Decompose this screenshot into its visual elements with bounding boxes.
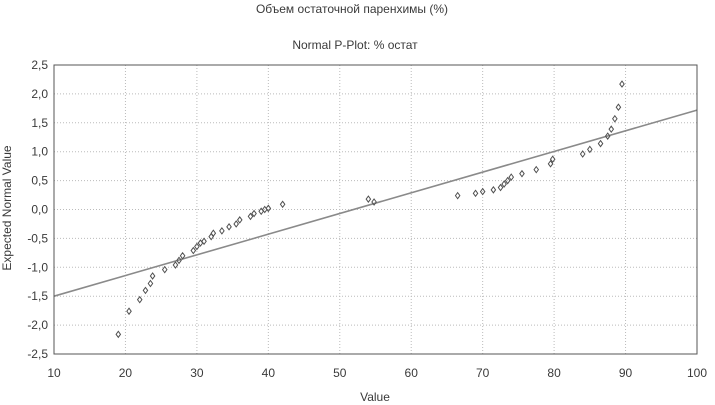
data-point [201, 237, 207, 246]
x-tick-label: 10 [47, 366, 61, 380]
x-axis-ticks: 10 20 30 40 50 60 70 80 90 100 [47, 366, 707, 380]
data-point [147, 279, 154, 288]
data-point [115, 330, 122, 339]
y-tick-label: 1,5 [31, 116, 48, 130]
y-axis-label: Expected Normal Value [0, 145, 14, 271]
x-tick-label: 90 [619, 366, 633, 380]
x-axis-label: Value [360, 390, 390, 404]
y-tick-label: -2,0 [27, 318, 48, 332]
data-point [597, 139, 604, 148]
data-point [479, 187, 486, 196]
data-point [179, 251, 186, 260]
y-tick-label: 2,0 [31, 87, 48, 101]
y-tick-label: -1,5 [27, 289, 48, 303]
data-point [501, 180, 507, 188]
data-point [371, 198, 377, 206]
data-point [136, 295, 143, 304]
data-point [142, 286, 149, 295]
data-point [472, 189, 479, 198]
x-tick-label: 60 [405, 366, 419, 380]
data-point [619, 80, 625, 88]
y-tick-label: -2,5 [27, 347, 48, 361]
data-point [608, 125, 615, 134]
data-point [176, 256, 182, 265]
data-point [161, 265, 168, 274]
data-point [172, 261, 179, 269]
data-point [490, 186, 497, 194]
x-tick-label: 40 [262, 366, 276, 380]
x-tick-label: 20 [119, 366, 133, 380]
data-point [149, 272, 156, 280]
y-tick-label: -1,0 [27, 260, 48, 274]
x-tick-label: 100 [687, 366, 707, 380]
data-point [533, 165, 540, 174]
data-point [549, 155, 556, 164]
data-point [279, 200, 286, 209]
data-point [587, 145, 593, 154]
data-point [504, 176, 511, 185]
data-points [115, 80, 625, 339]
data-point [508, 173, 515, 181]
y-tick-label: 0,0 [31, 203, 48, 217]
data-point [615, 103, 622, 112]
y-tick-label: -0,5 [27, 231, 48, 245]
data-point [497, 183, 504, 192]
y-tick-label: 1,0 [31, 145, 48, 159]
data-point [251, 209, 257, 218]
data-point [365, 195, 372, 203]
data-point [126, 307, 132, 316]
data-point [233, 220, 240, 228]
data-point [210, 229, 217, 238]
data-point [194, 242, 200, 251]
grid [53, 64, 698, 355]
data-point [579, 150, 586, 158]
data-point [604, 132, 611, 140]
plot-frame [53, 64, 698, 355]
y-tick-label: 0,5 [31, 174, 48, 188]
data-point [265, 204, 272, 213]
data-point [236, 216, 243, 224]
x-tick-label: 30 [190, 366, 204, 380]
data-point [226, 222, 232, 231]
x-tick-label: 70 [476, 366, 490, 380]
y-tick-label: 2,5 [31, 58, 48, 72]
chart-title: Объем остаточной паренхимы (%) [256, 2, 448, 16]
data-point [519, 169, 525, 178]
data-point [454, 191, 461, 200]
data-point [190, 246, 197, 255]
y-axis-ticks: 2,5 2,0 1,5 1,0 0,5 0,0 -0,5 -1,0 -1,5 -2,0 -2,5 [27, 58, 48, 361]
x-tick-label: 50 [333, 366, 347, 380]
chart-subtitle: Normal P-Plot: % остат [292, 38, 418, 52]
x-tick-label: 80 [547, 366, 561, 380]
data-point [547, 159, 554, 168]
data-point [219, 227, 225, 235]
data-point [247, 212, 254, 221]
data-point [612, 114, 618, 123]
